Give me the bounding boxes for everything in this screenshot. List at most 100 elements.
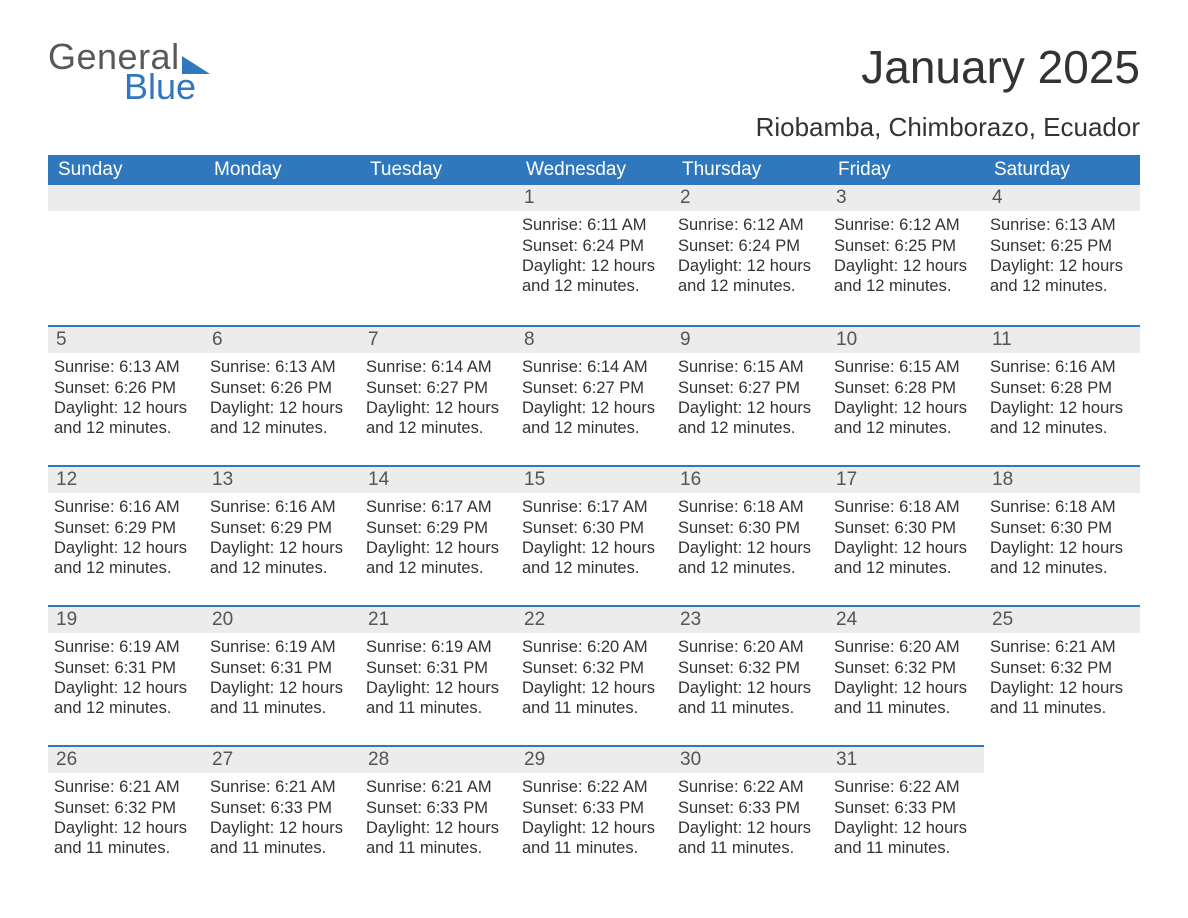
sunset-line-value: 6:33 PM — [583, 799, 644, 817]
calendar-cell: 21Sunrise: 6:19 AMSunset: 6:31 PMDayligh… — [360, 605, 516, 745]
daylight-line-label: Daylight: — [210, 539, 279, 557]
sunset-line-value: 6:32 PM — [895, 659, 956, 677]
sunrise-line: Sunrise: 6:21 AM — [210, 777, 354, 797]
day-details: Sunrise: 6:17 AMSunset: 6:30 PMDaylight:… — [516, 493, 672, 584]
sunset-line-label: Sunset: — [522, 799, 583, 817]
sunset-line: Sunset: 6:32 PM — [678, 658, 822, 678]
calendar-cell: 15Sunrise: 6:17 AMSunset: 6:30 PMDayligh… — [516, 465, 672, 605]
calendar-cell: 1Sunrise: 6:11 AMSunset: 6:24 PMDaylight… — [516, 185, 672, 325]
sunrise-line-label: Sunrise: — [678, 216, 743, 234]
calendar-cell: 23Sunrise: 6:20 AMSunset: 6:32 PMDayligh… — [672, 605, 828, 745]
daylight-line: Daylight: 12 hours and 12 minutes. — [210, 538, 354, 578]
sunset-line-value: 6:28 PM — [895, 379, 956, 397]
daylight-line-label: Daylight: — [54, 819, 123, 837]
weekday-header: Wednesday — [516, 155, 672, 185]
sunset-line-value: 6:29 PM — [271, 519, 332, 537]
day-details: Sunrise: 6:20 AMSunset: 6:32 PMDaylight:… — [672, 633, 828, 724]
daylight-line: Daylight: 12 hours and 11 minutes. — [366, 678, 510, 718]
daylight-line: Daylight: 12 hours and 11 minutes. — [522, 818, 666, 858]
weekday-header: Sunday — [48, 155, 204, 185]
sunrise-line-value: 6:18 AM — [899, 498, 960, 516]
day-number: 2 — [672, 185, 828, 211]
day-number: 11 — [984, 325, 1140, 353]
sunset-line: Sunset: 6:24 PM — [522, 236, 666, 256]
sunset-line: Sunset: 6:28 PM — [990, 378, 1134, 398]
sunrise-line: Sunrise: 6:12 AM — [678, 215, 822, 235]
sunset-line-label: Sunset: — [210, 519, 271, 537]
day-number: 13 — [204, 465, 360, 493]
sunrise-line-value: 6:21 AM — [119, 778, 180, 796]
day-details: Sunrise: 6:12 AMSunset: 6:24 PMDaylight:… — [672, 211, 828, 302]
sunset-line: Sunset: 6:32 PM — [54, 798, 198, 818]
day-number: 27 — [204, 745, 360, 773]
sunset-line-value: 6:26 PM — [271, 379, 332, 397]
sunrise-line-label: Sunrise: — [522, 778, 587, 796]
sunrise-line: Sunrise: 6:17 AM — [522, 497, 666, 517]
sunset-line: Sunset: 6:31 PM — [54, 658, 198, 678]
daylight-line: Daylight: 12 hours and 11 minutes. — [678, 818, 822, 858]
day-details: Sunrise: 6:22 AMSunset: 6:33 PMDaylight:… — [672, 773, 828, 864]
sunset-line-value: 6:25 PM — [895, 237, 956, 255]
sunrise-line-value: 6:17 AM — [431, 498, 492, 516]
daylight-line: Daylight: 12 hours and 12 minutes. — [210, 398, 354, 438]
calendar-cell: 13Sunrise: 6:16 AMSunset: 6:29 PMDayligh… — [204, 465, 360, 605]
daylight-line-label: Daylight: — [834, 819, 903, 837]
daylight-line-label: Daylight: — [54, 399, 123, 417]
day-number: 24 — [828, 605, 984, 633]
sunrise-line-value: 6:13 AM — [275, 358, 336, 376]
sunrise-line-value: 6:11 AM — [587, 216, 646, 234]
day-details: Sunrise: 6:20 AMSunset: 6:32 PMDaylight:… — [828, 633, 984, 724]
sunrise-line-value: 6:19 AM — [431, 638, 492, 656]
sunrise-line: Sunrise: 6:12 AM — [834, 215, 978, 235]
sunset-line-value: 6:33 PM — [895, 799, 956, 817]
empty-day-bar — [360, 185, 516, 211]
sunset-line-label: Sunset: — [366, 659, 427, 677]
sunset-line-label: Sunset: — [522, 659, 583, 677]
sunset-line-value: 6:33 PM — [427, 799, 488, 817]
sunrise-line-value: 6:12 AM — [743, 216, 804, 234]
sunrise-line-label: Sunrise: — [834, 778, 899, 796]
sunrise-line-label: Sunrise: — [990, 638, 1055, 656]
sunset-line-label: Sunset: — [522, 379, 583, 397]
calendar-cell: 6Sunrise: 6:13 AMSunset: 6:26 PMDaylight… — [204, 325, 360, 465]
sunset-line: Sunset: 6:32 PM — [990, 658, 1134, 678]
sunset-line-label: Sunset: — [678, 799, 739, 817]
sunrise-line-value: 6:14 AM — [431, 358, 492, 376]
day-details: Sunrise: 6:11 AMSunset: 6:24 PMDaylight:… — [516, 211, 672, 302]
sunrise-line-value: 6:20 AM — [743, 638, 804, 656]
daylight-line-label: Daylight: — [678, 539, 747, 557]
day-details: Sunrise: 6:12 AMSunset: 6:25 PMDaylight:… — [828, 211, 984, 302]
calendar-cell: 19Sunrise: 6:19 AMSunset: 6:31 PMDayligh… — [48, 605, 204, 745]
daylight-line-label: Daylight: — [54, 679, 123, 697]
sunset-line-label: Sunset: — [54, 799, 115, 817]
sunset-line-value: 6:26 PM — [115, 379, 176, 397]
sunrise-line-value: 6:13 AM — [1055, 216, 1116, 234]
sunrise-line-label: Sunrise: — [678, 778, 743, 796]
sunset-line-label: Sunset: — [522, 519, 583, 537]
empty-day-bar — [204, 185, 360, 211]
sunrise-line-value: 6:22 AM — [587, 778, 648, 796]
sunset-line-label: Sunset: — [54, 519, 115, 537]
daylight-line-label: Daylight: — [678, 399, 747, 417]
daylight-line: Daylight: 12 hours and 12 minutes. — [678, 256, 822, 296]
daylight-line-label: Daylight: — [990, 399, 1059, 417]
daylight-line-label: Daylight: — [210, 399, 279, 417]
day-details: Sunrise: 6:20 AMSunset: 6:32 PMDaylight:… — [516, 633, 672, 724]
sunset-line: Sunset: 6:29 PM — [366, 518, 510, 538]
daylight-line: Daylight: 12 hours and 11 minutes. — [834, 818, 978, 858]
day-number: 10 — [828, 325, 984, 353]
daylight-line-label: Daylight: — [366, 399, 435, 417]
sunset-line: Sunset: 6:30 PM — [834, 518, 978, 538]
day-number: 29 — [516, 745, 672, 773]
day-details: Sunrise: 6:18 AMSunset: 6:30 PMDaylight:… — [828, 493, 984, 584]
sunrise-line-label: Sunrise: — [366, 778, 431, 796]
sunset-line: Sunset: 6:27 PM — [522, 378, 666, 398]
day-details: Sunrise: 6:21 AMSunset: 6:32 PMDaylight:… — [984, 633, 1140, 724]
calendar-cell — [360, 185, 516, 325]
day-details: Sunrise: 6:16 AMSunset: 6:28 PMDaylight:… — [984, 353, 1140, 444]
calendar-cell: 16Sunrise: 6:18 AMSunset: 6:30 PMDayligh… — [672, 465, 828, 605]
sunrise-line-value: 6:18 AM — [743, 498, 804, 516]
sunset-line-label: Sunset: — [834, 379, 895, 397]
sunset-line-label: Sunset: — [678, 379, 739, 397]
daylight-line: Daylight: 12 hours and 12 minutes. — [834, 256, 978, 296]
